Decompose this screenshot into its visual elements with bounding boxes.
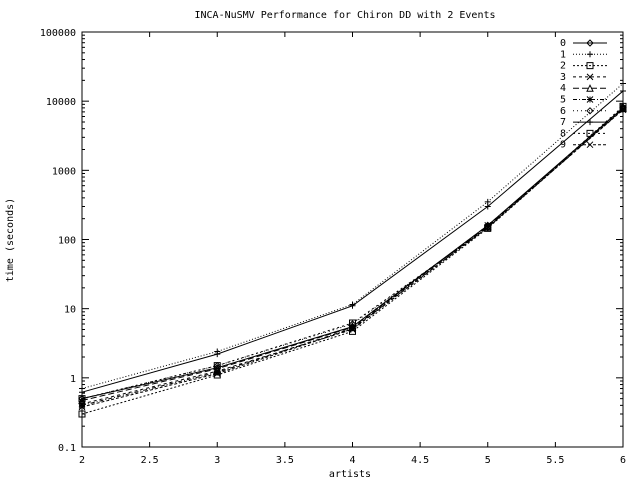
y-tick-label: 1000 <box>52 166 76 177</box>
series-3 <box>78 106 627 408</box>
legend-label: 7 <box>560 117 566 128</box>
x-axis-ticks: 2 2.5 3 3.5 4 4.5 5 5.5 6 <box>79 32 626 466</box>
square-marker <box>586 62 594 70</box>
y-tick-label: 10000 <box>46 97 76 108</box>
x-tick-label: 2.5 <box>141 455 159 466</box>
x-axis-label: artists <box>329 469 371 480</box>
x-marker <box>349 325 356 333</box>
star-marker <box>484 222 492 229</box>
legend-label: 0 <box>560 38 566 49</box>
plus-marker <box>620 88 626 95</box>
x-tick-label: 3 <box>214 455 220 466</box>
x-tick-label: 3.5 <box>276 455 294 466</box>
triangle-marker <box>586 84 594 92</box>
series-line <box>81 107 624 400</box>
series-0 <box>78 104 627 403</box>
series-line <box>81 109 624 405</box>
x-marker <box>78 403 86 411</box>
square-marker <box>484 224 492 232</box>
plus-marker <box>79 389 85 396</box>
series-line <box>81 108 624 406</box>
legend-label: 1 <box>560 49 566 60</box>
series-7 <box>79 88 626 396</box>
series-line <box>81 106 624 400</box>
x-tick-label: 5.5 <box>546 455 564 466</box>
x-marker <box>213 370 221 377</box>
y-tick-label: 100 <box>58 236 76 247</box>
diamond-marker <box>586 107 594 115</box>
series-6 <box>78 103 627 403</box>
legend-label: 6 <box>560 106 566 117</box>
y-axis-label: time (seconds) <box>5 198 16 282</box>
star-marker <box>586 96 594 103</box>
legend-label: 3 <box>560 72 566 83</box>
series-layer <box>78 80 627 418</box>
series-line <box>81 90 624 393</box>
plot-frame <box>81 31 624 448</box>
legend-label: 8 <box>560 128 566 139</box>
y-tick-label: 100000 <box>40 28 76 39</box>
x-marker <box>484 223 492 231</box>
plus-marker <box>587 51 593 58</box>
x-tick-label: 5 <box>485 455 491 466</box>
square-marker <box>586 129 594 137</box>
square-marker <box>213 362 221 370</box>
plus-marker <box>587 119 593 126</box>
square-marker <box>78 410 86 418</box>
x-marker <box>586 141 594 149</box>
x-tick-label: 6 <box>620 455 626 466</box>
plus-marker <box>620 80 626 87</box>
y-tick-label: 0.1 <box>58 443 76 454</box>
x-marker <box>586 73 594 81</box>
series-9 <box>78 106 627 411</box>
plus-marker <box>214 351 221 358</box>
legend-label: 9 <box>560 140 566 151</box>
series-5 <box>78 105 627 409</box>
x-marker <box>619 106 627 114</box>
y-tick-label: 1 <box>70 374 76 385</box>
plus-marker <box>349 302 356 309</box>
diamond-marker <box>586 39 594 47</box>
series-8 <box>78 102 627 403</box>
square-marker <box>78 395 86 403</box>
x-tick-label: 2 <box>79 455 85 466</box>
legend-label: 2 <box>560 61 566 72</box>
star-marker <box>213 369 221 376</box>
legend-label: 5 <box>560 95 566 106</box>
series-line <box>81 107 624 402</box>
diamond-marker <box>348 320 357 328</box>
plus-marker <box>484 203 491 210</box>
chart-title: INCA-NuSMV Performance for Chiron DD wit… <box>194 10 495 21</box>
star-marker <box>78 402 86 409</box>
series-1 <box>79 80 626 392</box>
series-4 <box>78 103 627 405</box>
legend-label: 4 <box>560 83 566 94</box>
x-tick-label: 4.5 <box>411 455 429 466</box>
series-line <box>81 106 624 400</box>
y-tick-label: 10 <box>64 305 76 316</box>
series-line <box>81 83 624 390</box>
x-tick-label: 4 <box>349 455 355 466</box>
